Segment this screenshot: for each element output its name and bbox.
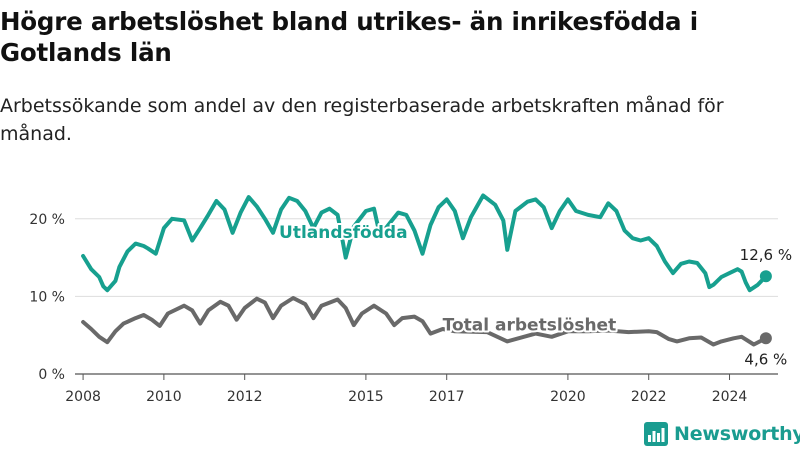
series-end-point <box>759 332 772 345</box>
series-end-value-label: 4,6 % <box>744 350 787 368</box>
series-line-utlandsfodda <box>81 193 768 293</box>
series-name-label: Utlandsfödda <box>279 223 408 243</box>
chart-subtitle: Arbetssökande som andel av den registerb… <box>0 95 724 145</box>
newsworthy-logo[interactable]: Newsworthy <box>644 419 800 449</box>
chart-title: Högre arbetslöshet bland utrikes- än inr… <box>0 7 698 67</box>
x-tick-label: 2010 <box>146 389 182 405</box>
y-tick-label: 0 % <box>38 367 65 383</box>
x-tick-label: 2008 <box>65 389 101 405</box>
x-tick-label: 2012 <box>227 389 263 405</box>
x-tick-label: 2015 <box>348 389 384 405</box>
series-end-point <box>759 270 772 283</box>
x-axis: 0 % 10 % 20 % 2008 2010 2012 2015 2017 2020 2022 2… <box>29 212 778 405</box>
series-labels: Utlandsfödda Total arbetslöshet 12,6 % 4,6 … <box>277 221 794 370</box>
x-tick-label: 2017 <box>429 389 465 405</box>
grid-lines <box>75 218 778 297</box>
y-tick-label: 20 % <box>29 212 65 228</box>
series-lines <box>81 193 772 347</box>
brand-name: Newsworthy <box>674 423 800 445</box>
series-name-label: Total arbetslöshet <box>443 316 617 336</box>
x-tick-label: 2022 <box>631 389 667 405</box>
x-tick-label: 2024 <box>712 389 748 405</box>
x-tick-label: 2020 <box>550 389 586 405</box>
series-end-value-label: 12,6 % <box>740 246 792 264</box>
bar-chart-logo-icon <box>644 422 668 446</box>
y-tick-label: 10 % <box>29 289 65 305</box>
series-line-total <box>81 296 768 347</box>
